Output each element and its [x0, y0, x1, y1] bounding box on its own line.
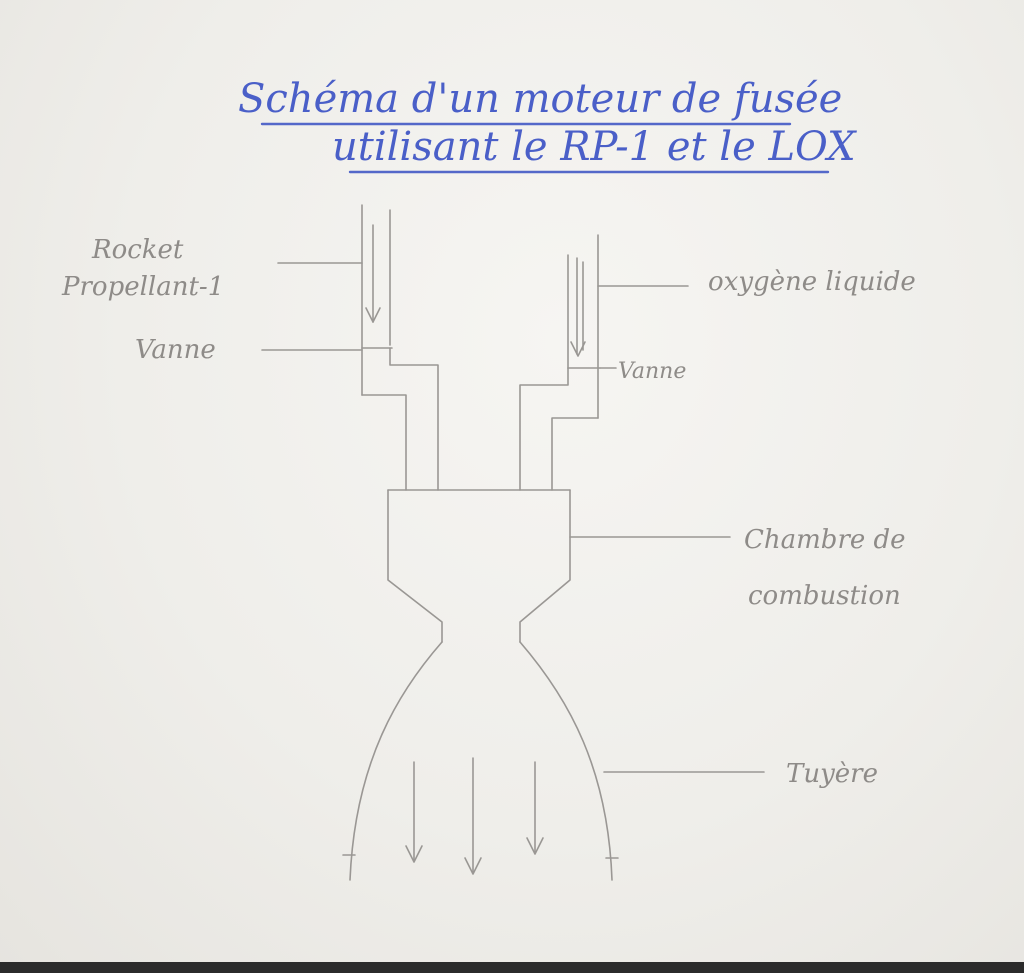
label-rp1-line2: Propellant-1	[61, 272, 224, 302]
label-chamber-line2: combustion	[748, 581, 901, 611]
title-line-1: Schéma d'un moteur de fusée	[238, 76, 842, 122]
engine-body	[342, 489, 619, 881]
lox-feed-pipe	[519, 234, 601, 491]
bottom-edge	[0, 962, 1024, 973]
label-oxygen: oxygène liquide	[708, 267, 916, 297]
rp1-feed-pipe	[361, 204, 439, 491]
label-vanne-left: Vanne	[135, 335, 216, 365]
label-vanne-right: Vanne	[618, 359, 686, 384]
exhaust-arrows	[405, 757, 544, 875]
title-group: Schéma d'un moteur de fusée utilisant le…	[238, 76, 857, 174]
label-rp1-line1: Rocket	[91, 235, 184, 265]
leader-lines	[261, 262, 765, 773]
title-line-2: utilisant le RP-1 et le LOX	[332, 124, 857, 170]
label-nozzle: Tuyère	[786, 759, 878, 789]
label-chamber-line1: Chambre de	[744, 525, 906, 555]
